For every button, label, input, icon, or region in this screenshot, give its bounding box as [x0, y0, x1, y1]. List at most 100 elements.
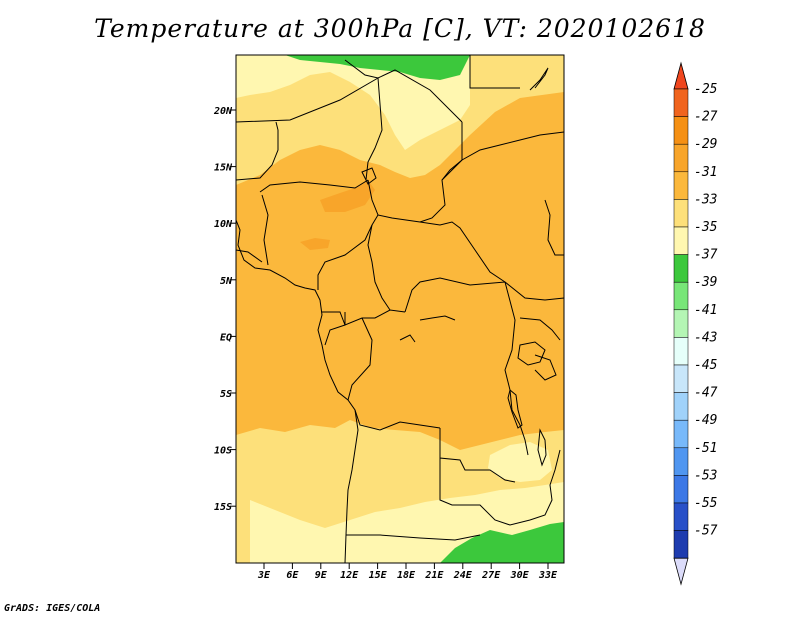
temperature-field [236, 55, 564, 563]
colorbar-label: -49 [694, 413, 717, 428]
colorbar-swatch [673, 281, 689, 311]
lake-victoria [517, 341, 546, 366]
colorbar-label: -31 [694, 165, 717, 180]
border-east-4 [441, 131, 564, 181]
river-fragment [399, 334, 416, 343]
grads-credit: GrADS: IGES/COLA [4, 603, 101, 614]
border-central-5 [324, 312, 346, 346]
colorbar-swatch [673, 392, 689, 421]
colorbar-label: -45 [694, 358, 718, 373]
colorbar-swatch [673, 116, 689, 145]
colorbar-swatch [673, 171, 689, 200]
border-west-4 [236, 249, 263, 263]
colorbar-swatch [673, 502, 689, 531]
border-central-2 [377, 214, 506, 283]
colorbar-label: -47 [694, 386, 718, 401]
lat-tick-label: 10S [214, 446, 232, 457]
lon-tick-label: 27E [481, 570, 501, 581]
colorbar-label: -51 [694, 441, 717, 456]
colorbar-swatch [673, 530, 689, 559]
lon-tick-label: 24E [453, 570, 473, 581]
colorbar-swatch [673, 226, 689, 255]
border-south-1 [354, 409, 441, 431]
lake-malawi [537, 428, 547, 467]
border-north-2 [344, 59, 463, 123]
colorbar-swatch [673, 199, 689, 228]
colorbar-label: -37 [694, 248, 718, 263]
latitude-ticks: 20N 15N 10N 5N EQ 5S 10S 15S [213, 106, 236, 513]
lat-tick-label: EQ [220, 332, 232, 343]
border-east-3 [534, 354, 557, 381]
lat-tick-label: 15S [214, 502, 232, 513]
border-central-7 [404, 277, 564, 313]
colorbar: -25 -27 -29 -31 -33 -35 -37 -39 -41 -43 -45 -47 -49 -… [673, 61, 718, 586]
border-east-2 [519, 317, 561, 341]
lon-tick-label: 33E [538, 570, 558, 581]
lon-tick-label: 12E [340, 570, 359, 581]
lon-tick-label: 21E [424, 570, 444, 581]
border-west-1 [236, 121, 279, 181]
lon-tick-label: 9E [315, 570, 328, 581]
contour-patch-pale-east [488, 442, 552, 482]
border-east-5 [544, 199, 564, 256]
lon-tick-label: 18E [397, 570, 416, 581]
lake-chad [361, 167, 377, 185]
lat-tick-label: 5S [220, 389, 232, 400]
map-frame [235, 54, 565, 564]
coastline-west [236, 219, 359, 563]
map-title: Temperature at 300hPa [C], VT: 202010261… [94, 14, 706, 43]
border-central-1 [317, 179, 379, 290]
colorbar-label: -25 [694, 82, 718, 97]
colorbar-label: -43 [694, 330, 717, 345]
colorbar-swatch [673, 475, 689, 504]
border-north-4 [365, 77, 383, 181]
colorbar-swatch [673, 143, 689, 173]
colorbar-label: -33 [694, 192, 717, 207]
colorbar-swatch [673, 309, 689, 338]
border-south-3 [439, 458, 531, 526]
lat-tick-label: 5N [220, 276, 233, 287]
contour-band-north-pale [236, 55, 470, 150]
lat-tick-label: 15N [214, 163, 233, 174]
border-south-5 [529, 449, 561, 521]
border-north-1 [236, 77, 379, 123]
colorbar-label: -57 [694, 524, 718, 539]
colorbar-label: -53 [694, 468, 717, 483]
contour-patch-warm-2 [300, 238, 330, 250]
border-west-3 [261, 194, 269, 266]
contour-band-south-green [440, 522, 564, 563]
country-borders [236, 55, 564, 563]
colorbar-swatch [673, 364, 689, 393]
border-north-3 [469, 55, 520, 89]
colorbar-label: -41 [694, 303, 717, 318]
colorbar-swatch [673, 254, 689, 283]
colorbar-swatch [673, 337, 689, 366]
lon-tick-label: 30E [510, 570, 530, 581]
red-sea-coast [529, 67, 549, 91]
border-central-3 [367, 224, 391, 311]
colorbar-swatch [673, 447, 689, 476]
colorbar-bottom-triangle [673, 557, 689, 586]
colorbar-swatch [673, 88, 689, 117]
colorbar-swatch [673, 419, 689, 449]
lake-tanganyika [507, 389, 523, 429]
lon-tick-label: 3E [257, 570, 271, 581]
contour-band-north-green [285, 55, 470, 80]
border-west-2 [259, 179, 369, 193]
colorbar-label: -27 [694, 110, 718, 125]
lon-tick-label: 15E [369, 570, 388, 581]
lat-tick-label: 10N [214, 219, 233, 230]
contour-patch-warm-1 [320, 180, 375, 212]
congo-river [419, 315, 456, 321]
border-central-6 [347, 317, 373, 401]
colorbar-label: -29 [694, 137, 717, 152]
lon-tick-label: 6E [286, 570, 299, 581]
colorbar-label: -39 [694, 275, 717, 290]
colorbar-top-triangle [673, 61, 689, 90]
longitude-ticks: 3E 6E 9E 12E 15E 18E 21E 24E 27E 30E 33E [257, 563, 558, 581]
lat-tick-label: 20N [213, 106, 233, 117]
colorbar-label: -35 [694, 220, 718, 235]
border-south-4 [346, 534, 481, 541]
colorbar-label: -55 [694, 496, 718, 511]
